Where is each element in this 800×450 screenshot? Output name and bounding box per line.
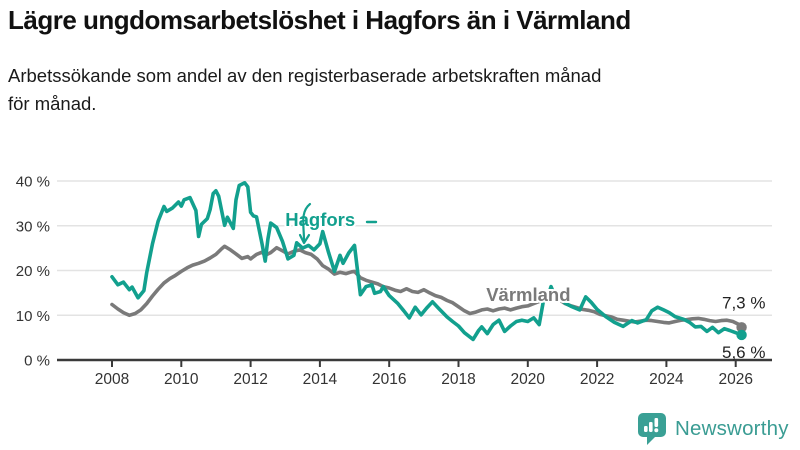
hagfors-series-label: Hagfors bbox=[285, 209, 355, 230]
y-axis-tick-label: 10 % bbox=[16, 308, 50, 325]
hagfors-line bbox=[110, 180, 744, 342]
subtitle-line-1: Arbetssökande som andel av den registerb… bbox=[8, 65, 602, 86]
hagfors-label-arrowhead bbox=[298, 233, 311, 245]
varmland-end-value-label: 7,3 % bbox=[722, 293, 765, 312]
x-axis-tick-label: 2014 bbox=[303, 371, 338, 388]
newsworthy-logo: Newsworthy bbox=[638, 413, 789, 445]
y-axis-tick-label: 0 % bbox=[24, 353, 50, 370]
newsworthy-logo-icon bbox=[638, 413, 666, 445]
hagfors-label-arrow bbox=[302, 202, 312, 242]
x-axis-tick-label: 2024 bbox=[649, 371, 684, 388]
varmland-end-dot bbox=[736, 322, 747, 333]
x-axis-tick-label: 2008 bbox=[95, 371, 129, 388]
y-axis-tick-label: 20 % bbox=[16, 263, 50, 280]
hagfors-end-value-label: 5,6 % bbox=[722, 343, 765, 362]
x-axis-tick-label: 2016 bbox=[372, 371, 406, 388]
y-axis-tick-label: 40 % bbox=[16, 174, 50, 191]
varmland-series-label: Värmland bbox=[486, 284, 570, 305]
x-axis-tick-label: 2022 bbox=[580, 371, 614, 388]
line-chart: 40 % 30 % 20 % 10 % 0 % 2008 2010 2012 2014 2016 2… bbox=[0, 148, 800, 400]
chart-title: Lägre ungdomsarbetslöshet i Hagfors än i… bbox=[8, 5, 631, 35]
x-axis-tick-label: 2018 bbox=[441, 371, 475, 388]
newsworthy-logo-text: Newsworthy bbox=[675, 417, 789, 440]
x-axis-tick-label: 2020 bbox=[511, 371, 546, 388]
subtitle-line-2: för månad. bbox=[8, 93, 97, 114]
y-axis-tick-label: 30 % bbox=[16, 218, 50, 235]
x-axis-tick-label: 2010 bbox=[164, 371, 199, 388]
x-axis-tick-label: 2012 bbox=[233, 371, 267, 388]
x-axis-tick-label: 2026 bbox=[718, 371, 752, 388]
chart-subtitle: Arbetssökande som andel av den registerb… bbox=[8, 62, 778, 118]
hagfors-end-dot bbox=[736, 329, 747, 341]
